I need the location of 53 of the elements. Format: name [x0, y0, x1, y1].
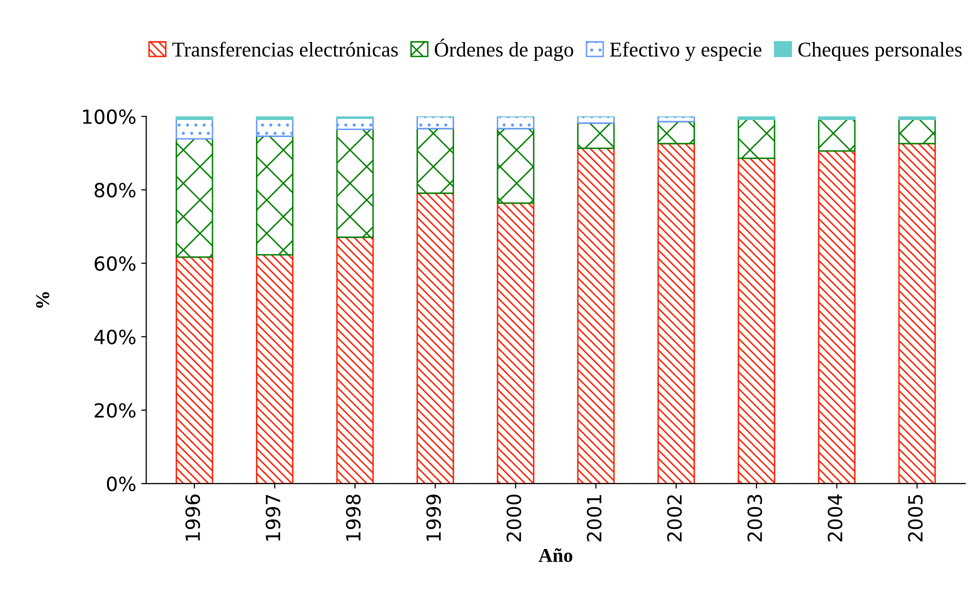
- y-axis-title: %: [36, 292, 50, 308]
- bar: [176, 256, 214, 484]
- bar: [657, 120, 695, 144]
- y-tick-label: 60%: [94, 256, 136, 271]
- bar: [416, 192, 454, 484]
- bar: [256, 136, 294, 256]
- x-tick-label: 2004: [828, 494, 842, 542]
- bar: [898, 142, 936, 484]
- bar: [336, 128, 374, 238]
- bar: [898, 116, 936, 120]
- bar: [336, 236, 374, 484]
- bar: [256, 254, 294, 484]
- bar: [738, 116, 776, 120]
- bar: [577, 116, 615, 124]
- y-tick-label: 80%: [94, 182, 136, 198]
- bar: [176, 118, 214, 140]
- bar: [416, 116, 454, 130]
- bar: [818, 116, 856, 120]
- x-tick-label: 1996: [185, 494, 200, 541]
- legend-label: Efectivo y especie: [610, 42, 762, 61]
- bar: [416, 128, 454, 194]
- x-tick-label: 2000: [506, 494, 522, 542]
- legend-label: Órdenes de pago: [434, 38, 574, 61]
- bar: [818, 150, 856, 484]
- bar: [577, 148, 615, 484]
- x-tick-label: 2003: [747, 494, 762, 542]
- bar: [657, 142, 695, 484]
- bar: [256, 116, 294, 120]
- bar: [738, 158, 776, 484]
- x-tick-label: 1997: [266, 494, 280, 541]
- legend-label: Transferencias electrónicas: [172, 42, 398, 57]
- bar: [657, 116, 695, 122]
- y-tick-label: 0%: [106, 476, 136, 492]
- bar: [496, 128, 534, 204]
- bar: [738, 118, 776, 159]
- x-tick-label: 1999: [426, 494, 441, 541]
- x-tick-label: 2002: [667, 495, 682, 542]
- legend-label: Cheques personales: [798, 42, 962, 61]
- x-axis-title: Año: [538, 548, 572, 562]
- bar: [256, 118, 294, 137]
- x-tick-label: 2001: [586, 495, 602, 542]
- y-tick-label: 100%: [83, 109, 136, 124]
- bar: [496, 116, 534, 130]
- x-tick-label: 1998: [346, 494, 361, 541]
- bar: [898, 118, 936, 144]
- x-tick-label: 2005: [908, 494, 923, 542]
- y-tick-label: 20%: [94, 403, 136, 418]
- bar: [176, 138, 214, 258]
- bar: [818, 118, 856, 152]
- bar: [577, 122, 615, 150]
- bar: [496, 202, 534, 484]
- y-tick-label: 40%: [94, 330, 136, 344]
- bar: [176, 116, 214, 120]
